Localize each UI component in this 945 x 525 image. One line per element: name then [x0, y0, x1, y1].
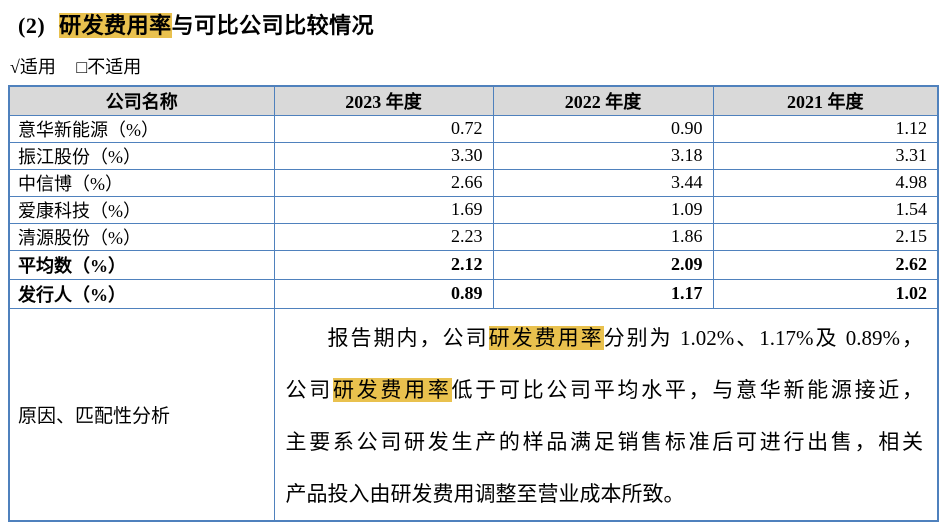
not-applicable-option: □不适用 — [76, 57, 142, 77]
table-header-row: 公司名称 2023 年度 2022 年度 2021 年度 — [8, 85, 939, 116]
value-2022: 2.09 — [492, 249, 714, 280]
value-2023: 2.23 — [273, 222, 494, 251]
text-run: 报告期内，公司 — [327, 325, 489, 350]
table-row: 振江股份（%） 3.30 3.18 3.31 — [8, 141, 939, 170]
company-name: 发行人（%） — [8, 278, 275, 309]
header-company-name: 公司名称 — [8, 85, 275, 116]
analysis-line: 产品投入由研发费用调整至营业成本所致。 — [286, 468, 924, 520]
text-run: 主要系公司研发生产的样品满足销售标准后可进行出售，相关 — [285, 429, 924, 454]
table-row: 爱康科技（%） 1.69 1.09 1.54 — [8, 195, 939, 224]
value-2023: 0.72 — [273, 114, 494, 143]
company-name: 意华新能源（%） — [8, 114, 275, 143]
header-year-2021: 2021 年度 — [712, 85, 939, 116]
value-2021: 1.12 — [712, 114, 939, 143]
value-2022: 1.17 — [492, 278, 714, 309]
highlighted-text: 研发费用率 — [332, 377, 452, 402]
value-2023: 2.12 — [273, 249, 494, 280]
value-2021: 2.15 — [712, 222, 939, 251]
value-2021: 3.31 — [712, 141, 939, 170]
section-title: (2) 研发费用率与可比公司比较情况 — [18, 8, 945, 40]
company-name: 中信博（%） — [8, 168, 275, 197]
company-name: 爱康科技（%） — [8, 195, 275, 224]
value-2021: 1.02 — [712, 278, 939, 309]
header-year-2023: 2023 年度 — [273, 85, 494, 116]
header-year-2022: 2022 年度 — [492, 85, 714, 116]
value-2023: 2.66 — [273, 168, 494, 197]
highlighted-text: 研发费用率 — [488, 325, 604, 350]
value-2022: 1.86 — [492, 222, 714, 251]
value-2022: 1.09 — [492, 195, 714, 224]
applicability-line: √适用 □不适用 — [10, 53, 945, 79]
analysis-line: 报告期内，公司研发费用率分别为 1.02%、1.17%及 0.89%， — [286, 312, 924, 364]
rd-expense-comparison-table: 公司名称 2023 年度 2022 年度 2021 年度 意华新能源（%） 0.… — [8, 85, 939, 522]
analysis-line: 公司研发费用率低于可比公司平均水平，与意华新能源接近， — [285, 364, 924, 416]
document-page: (2) 研发费用率与可比公司比较情况 √适用 □不适用 公司名称 2023 年度 … — [0, 8, 945, 525]
company-name: 振江股份（%） — [8, 141, 275, 170]
table-row: 意华新能源（%） 0.72 0.90 1.12 — [8, 114, 939, 143]
table-row: 中信博（%） 2.66 3.44 4.98 — [8, 168, 939, 197]
issuer-row: 发行人（%） 0.89 1.17 1.02 — [8, 278, 939, 309]
value-2023: 3.30 — [273, 141, 494, 170]
company-name: 清源股份（%） — [8, 222, 275, 251]
table-row: 清源股份（%） 2.23 1.86 2.15 — [8, 222, 939, 251]
analysis-line: 主要系公司研发生产的样品满足销售标准后可进行出售，相关 — [286, 416, 924, 468]
company-name: 平均数（%） — [8, 249, 275, 280]
section-title-text: 研发费用率与可比公司比较情况 — [59, 13, 374, 38]
value-2022: 0.90 — [492, 114, 714, 143]
text-run: 分别为 1.02%、1.17%及 0.89%， — [603, 325, 924, 350]
value-2021: 2.62 — [712, 249, 939, 280]
analysis-row: 原因、匹配性分析 报告期内，公司研发费用率分别为 1.02%、1.17%及 0.… — [8, 307, 939, 521]
value-2023: 0.89 — [273, 278, 494, 309]
value-2023: 1.69 — [273, 195, 494, 224]
average-row: 平均数（%） 2.12 2.09 2.62 — [8, 249, 939, 280]
value-2021: 4.98 — [712, 168, 939, 197]
text-run: 公司 — [285, 377, 333, 402]
text-run: 与可比公司比较情况 — [171, 13, 375, 38]
section-number: (2) — [18, 13, 46, 38]
value-2022: 3.18 — [492, 141, 714, 170]
text-run: 产品投入由研发费用调整至营业成本所致。 — [285, 481, 685, 506]
value-2021: 1.54 — [712, 195, 939, 224]
highlighted-text: 研发费用率 — [59, 13, 172, 38]
analysis-label: 原因、匹配性分析 — [8, 307, 275, 521]
text-run: 低于可比公司平均水平，与意华新能源接近， — [451, 377, 924, 402]
value-2022: 3.44 — [492, 168, 714, 197]
analysis-text-cell: 报告期内，公司研发费用率分别为 1.02%、1.17%及 0.89%， 公司研发… — [273, 307, 939, 521]
applicable-option: √适用 — [10, 57, 56, 77]
